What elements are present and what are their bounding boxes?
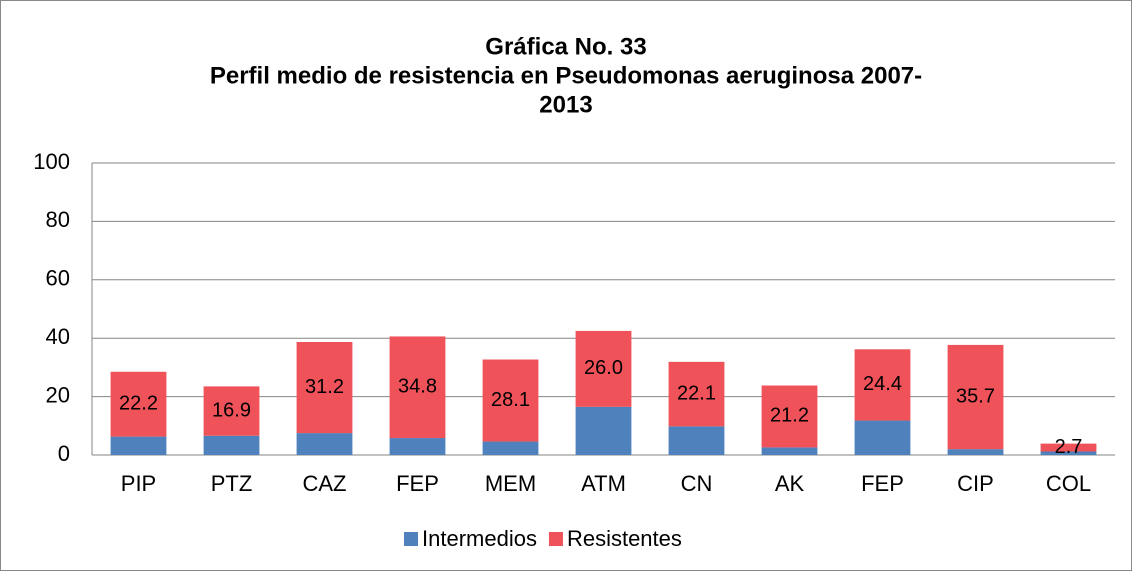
value-label: 34.8	[398, 376, 437, 398]
bar-segment	[296, 433, 353, 455]
chart-title: Perfil medio de resistencia en Pseudomon…	[210, 62, 922, 89]
bar-segment	[575, 406, 632, 455]
bar-segment	[1040, 443, 1097, 452]
value-label: 28.1	[491, 389, 530, 411]
bar-segment	[761, 447, 818, 455]
bar-segment	[761, 385, 818, 448]
legend-label: Resistentes	[567, 526, 682, 551]
value-label: 21.2	[770, 405, 809, 427]
bar-segment	[296, 341, 353, 434]
value-label: 22.1	[677, 382, 716, 404]
bar-segment	[389, 438, 446, 455]
bar-segment	[203, 435, 260, 455]
bar-segment	[854, 420, 911, 455]
legend-swatch	[548, 532, 563, 546]
value-label: 35.7	[956, 385, 995, 407]
chart-title: Gráfica No. 33	[485, 33, 646, 60]
bar-segment	[854, 349, 911, 421]
y-tick-label: 80	[46, 207, 70, 232]
bar-segment	[947, 449, 1004, 455]
x-tick-label: FEP	[861, 471, 904, 496]
bar-segment	[668, 426, 725, 455]
value-label: 26.0	[584, 357, 623, 379]
x-tick-label: CIP	[957, 471, 994, 496]
x-tick-label: PTZ	[211, 471, 253, 496]
y-tick-label: 20	[46, 382, 70, 407]
legend-swatch	[404, 532, 418, 546]
bar-segment	[668, 361, 725, 427]
x-tick-label: COL	[1046, 471, 1091, 496]
y-tick-label: 100	[33, 149, 70, 174]
x-tick-label: FEP	[396, 471, 439, 496]
bar-segment	[110, 436, 167, 455]
value-label: 24.4	[863, 373, 902, 395]
x-tick-label: ATM	[581, 471, 626, 496]
bar-segment	[1040, 451, 1097, 455]
bar-segment	[947, 344, 1004, 450]
bar-segment	[110, 371, 167, 437]
x-tick-label: CAZ	[303, 471, 347, 496]
x-tick-label: CN	[681, 471, 713, 496]
bar-segment	[575, 330, 632, 407]
x-tick-label: PIP	[121, 471, 156, 496]
bar-segment	[389, 336, 446, 439]
y-tick-label: 0	[58, 441, 70, 466]
x-tick-label: MEM	[485, 471, 536, 496]
chart-title: 2013	[539, 91, 592, 118]
value-label: 2.7	[1055, 436, 1083, 458]
legend-label: Intermedios	[422, 526, 537, 551]
y-tick-label: 40	[46, 324, 70, 349]
bar-segment	[482, 441, 539, 455]
x-tick-label: AK	[775, 471, 805, 496]
bar-segment	[482, 359, 539, 442]
value-label: 16.9	[212, 399, 251, 421]
value-label: 22.2	[119, 392, 158, 414]
value-label: 31.2	[305, 376, 344, 398]
bar-segment	[203, 386, 260, 436]
y-tick-label: 60	[46, 266, 70, 291]
